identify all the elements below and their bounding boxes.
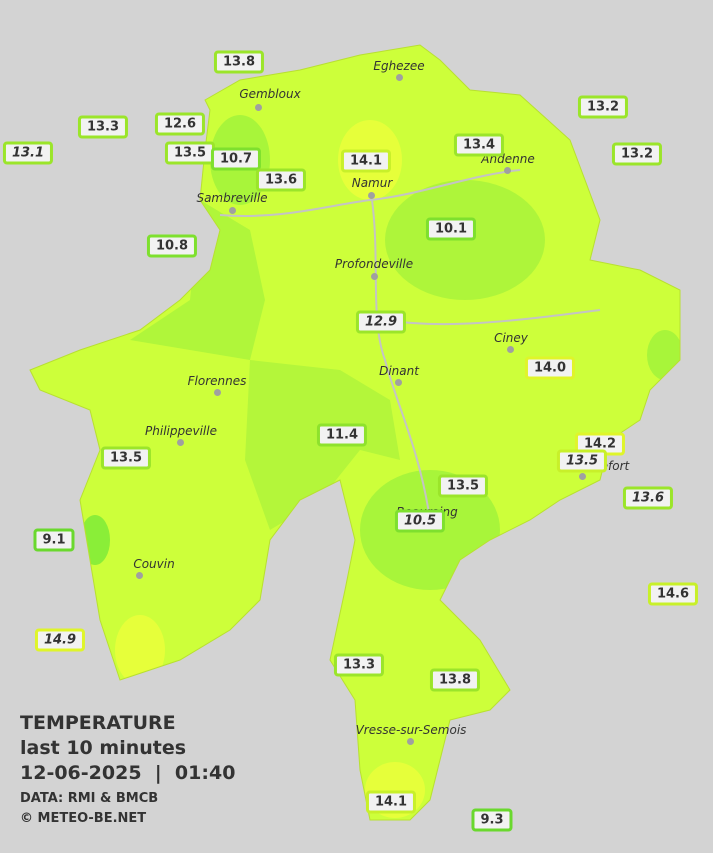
city-dot (394, 378, 402, 386)
station-reading: 14.6 (647, 582, 699, 606)
station-reading: 9.1 (33, 528, 75, 552)
station-reading: 13.5 (556, 449, 608, 473)
rivers (219, 169, 601, 521)
station-reading: 13.4 (453, 133, 505, 157)
city-dot (406, 737, 414, 745)
city-dot (370, 272, 378, 280)
city-dot (213, 388, 221, 396)
legend-title: TEMPERATURE (20, 712, 176, 734)
city-dot (395, 73, 403, 81)
city-name: Philippeville (145, 424, 217, 438)
station-reading: 13.6 (255, 168, 307, 192)
city-name: Couvin (133, 557, 175, 571)
station-reading: 14.9 (34, 628, 86, 652)
city-dot (367, 191, 375, 199)
city-name: Profondeville (334, 257, 414, 271)
station-reading: 13.8 (213, 50, 265, 74)
station-reading: 13.2 (611, 142, 663, 166)
station-reading: 13.2 (577, 95, 629, 119)
station-reading: 14.1 (365, 790, 417, 814)
station-reading: 13.3 (333, 653, 385, 677)
city-name: Sambreville (196, 191, 268, 205)
city-dot (176, 438, 184, 446)
station-reading: 13.8 (429, 668, 481, 692)
city-name: Dinant (379, 364, 419, 378)
city-name: Eghezee (373, 59, 425, 73)
city-name: Gembloux (239, 87, 301, 101)
station-reading: 14.0 (524, 356, 576, 380)
station-reading: 12.6 (154, 112, 206, 136)
city-dot (578, 472, 586, 480)
station-reading: 12.9 (355, 310, 407, 334)
legend-subtitle: last 10 minutes (20, 737, 187, 759)
station-reading: 14.1 (340, 149, 392, 173)
legend-datetime: 12-06-2025 | 01:40 (20, 762, 236, 784)
station-reading: 10.7 (210, 147, 262, 171)
station-reading: 9.3 (471, 808, 513, 832)
station-reading: 13.5 (100, 446, 152, 470)
city-dot (503, 166, 511, 174)
station-reading: 13.1 (2, 141, 54, 165)
city-dot (228, 206, 236, 214)
city-name: Namur (351, 176, 393, 190)
station-reading: 13.3 (77, 115, 129, 139)
station-reading: 13.5 (164, 141, 216, 165)
city-name: Ciney (494, 331, 528, 345)
city-name: Vresse-sur-Semois (355, 723, 467, 737)
station-reading: 10.8 (146, 234, 198, 258)
station-reading: 13.6 (622, 486, 674, 510)
station-reading: 11.4 (316, 423, 368, 447)
legend-source: DATA: RMI & BMCB (20, 791, 159, 806)
station-reading: 13.5 (437, 474, 489, 498)
station-reading: 10.1 (425, 217, 477, 241)
city-dot (254, 103, 262, 111)
station-reading: 10.5 (394, 509, 446, 533)
city-dot (506, 345, 514, 353)
city-dot (135, 571, 143, 579)
city-name: Florennes (187, 374, 247, 388)
legend-credit: © METEO-BE.NET (20, 811, 147, 826)
